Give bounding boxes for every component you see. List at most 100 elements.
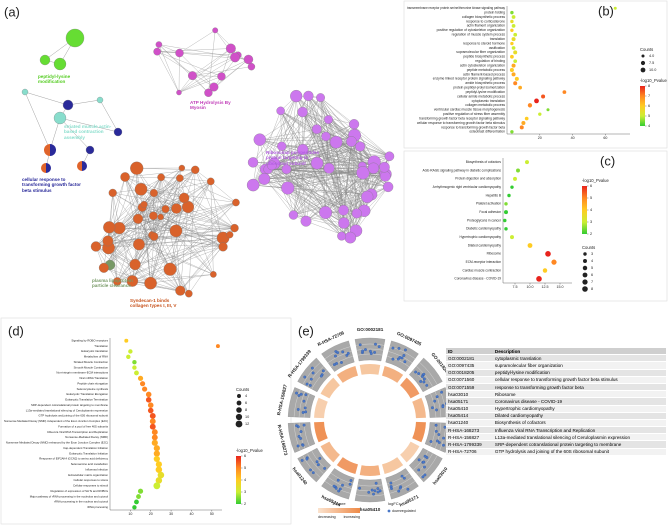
network-edge: [180, 237, 224, 291]
circos-gridline: [413, 450, 429, 471]
network-node: [206, 177, 215, 186]
circos-gene-dot: [402, 354, 406, 357]
network-edge: [264, 168, 374, 180]
category-label: Selenocysteine synthesis: [77, 387, 109, 391]
category-label: transforming growth factor beta receptor…: [419, 116, 505, 120]
network-edge: [210, 181, 237, 203]
network-edge: [268, 169, 351, 238]
network-edge: [320, 97, 355, 125]
panel-label: (d): [8, 323, 24, 338]
network-edge: [157, 51, 180, 93]
network-edge: [151, 169, 196, 236]
circos-gene-dot: [334, 486, 338, 490]
network-edge: [143, 204, 151, 284]
network-node: [161, 205, 170, 214]
category-label: supramolecular fiber organization: [456, 50, 505, 54]
category-label: Dilated cardiomyopathy: [468, 243, 502, 247]
table-cell: peptidyl-lysine modification: [492, 369, 666, 377]
circos-gene-dot: [374, 342, 377, 346]
table-cell: GO:0097435: [446, 361, 493, 370]
network-edge: [132, 246, 224, 282]
dot: [527, 103, 533, 108]
network-edge: [107, 240, 151, 284]
network-edge: [281, 96, 297, 147]
table-cell: cellular response to transforming growth…: [492, 376, 666, 384]
table-cell: hsa03010: [446, 390, 493, 399]
category-label: Biosynthesis of cofactors: [466, 160, 502, 164]
category-label: Platelet activation: [476, 202, 501, 206]
circos-gene-dot: [323, 466, 327, 470]
network-node: [62, 99, 74, 111]
network-edge: [117, 234, 153, 282]
dot: [511, 37, 516, 42]
network-edge: [351, 141, 357, 214]
circos-gene-dot: [302, 423, 306, 427]
network-edge: [178, 76, 222, 93]
dot: [149, 423, 156, 430]
network-edge: [302, 135, 355, 150]
legend-label: decreasing: [318, 515, 336, 519]
color-bar: [640, 86, 645, 126]
category-label: cytoplasmic translation: [472, 99, 506, 103]
network-node: [209, 82, 219, 92]
dot: [546, 108, 550, 112]
network-node: [217, 72, 226, 81]
category-label: Extracellular matrix organization: [68, 473, 108, 477]
network-edge: [67, 99, 101, 106]
circos-gene-dot: [441, 405, 445, 409]
circos-gene-dot: [299, 430, 303, 434]
table-row: R-HSA-156827 L13a-mediated translational …: [446, 433, 666, 442]
network-node: [346, 136, 357, 147]
table-cell: Coronavirus disease - COVID-19: [492, 397, 666, 406]
x-tick-label: 15.0: [557, 285, 564, 289]
circos-gene-dot: [345, 353, 349, 357]
network-edge: [138, 244, 224, 247]
table-cell: Hypertrophic cardiomyopathy: [492, 405, 666, 413]
circos-gene-dot: [332, 484, 336, 488]
category-label: rRNA processing: [87, 505, 108, 509]
network-edge: [308, 95, 365, 211]
category-label: protein folding: [484, 10, 505, 14]
category-label: protein peptidyl-prolyl isomerization: [453, 86, 505, 90]
network-node: [149, 232, 159, 241]
network-node: [144, 276, 157, 290]
network-edge: [24, 91, 69, 106]
table-cell: GTP hydrolysis and joining of the 60S ri…: [492, 448, 666, 456]
network-edge: [125, 169, 196, 178]
circos-gridline: [356, 348, 384, 351]
network-edge: [184, 197, 235, 229]
network-edge: [154, 236, 224, 247]
circos-gene-dot: [437, 441, 441, 444]
circos-gene-dot: [376, 490, 380, 494]
network-edge: [137, 177, 162, 219]
network-node: [50, 144, 56, 156]
category-label: ECM-receptor interaction: [466, 260, 502, 264]
circos-gridline: [293, 389, 301, 417]
network-node: [253, 133, 266, 146]
category-label: rRNA processing in the nucleus and cytos…: [54, 500, 108, 504]
dot: [514, 76, 519, 81]
network-edge: [165, 169, 196, 210]
circos-gridline: [330, 473, 353, 484]
circos-gridline: [307, 366, 324, 387]
dot: [151, 434, 158, 441]
category-label: Cardiac muscle contraction: [463, 268, 502, 272]
circos-gene-dot: [417, 372, 421, 375]
circos-gridline: [302, 455, 321, 478]
circos-gene-dot: [336, 478, 340, 482]
circos-gene-dot: [422, 372, 426, 376]
circos-gene-dot: [435, 408, 438, 412]
network-edge: [24, 91, 51, 151]
table-cell: L13a-mediated translational silencing of…: [492, 433, 666, 442]
color-tick-label: 4: [590, 208, 592, 212]
circos-gridline: [389, 481, 416, 494]
x-tick-label: 30: [169, 512, 173, 516]
dot: [504, 227, 508, 231]
category-label: actin filament organization: [467, 24, 505, 28]
color-tick-label: 2: [244, 502, 246, 506]
circos-gene-dot: [389, 485, 393, 488]
color-tick-label: 6: [590, 184, 592, 188]
table-row: hsa05410 Hypertrophic cardiomyopathy: [446, 405, 666, 413]
category-label: Striated Muscle Contraction: [74, 360, 109, 364]
network-node: [149, 189, 158, 198]
